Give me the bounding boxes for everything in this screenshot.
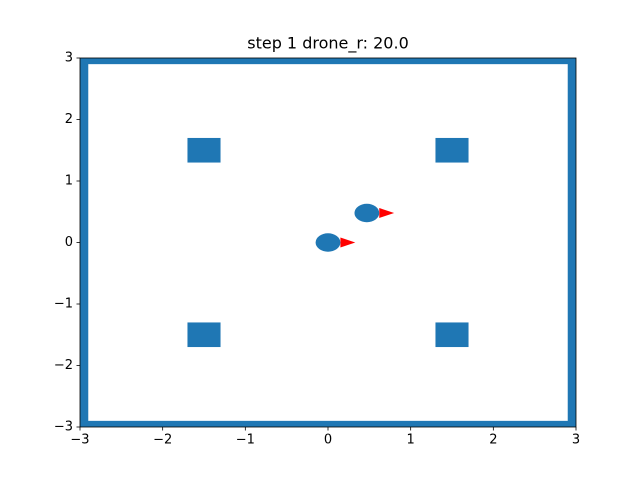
y-tick-label: 1 [65, 174, 73, 189]
obstacle [435, 322, 469, 348]
wall [80, 58, 576, 65]
chart-title: step 1 drone_r: 20.0 [247, 34, 409, 54]
y-tick-label: 2 [65, 112, 73, 127]
obstacle [187, 137, 221, 163]
x-tick-label: 3 [572, 433, 580, 448]
obstacle [187, 322, 221, 348]
wall [80, 420, 576, 427]
drone [354, 203, 380, 223]
x-tick-label: −1 [236, 433, 255, 448]
drone-heading [379, 207, 395, 218]
obstacle [435, 137, 469, 163]
y-tick-label: 3 [65, 51, 73, 66]
x-tick-label: −3 [70, 433, 89, 448]
wall [567, 58, 576, 427]
x-tick-label: 0 [324, 433, 332, 448]
x-tick-label: 1 [407, 433, 415, 448]
x-tick-label: 2 [489, 433, 497, 448]
drone [315, 233, 341, 252]
y-tick-label: −2 [54, 358, 73, 373]
y-tick-label: 0 [65, 235, 73, 250]
x-tick-label: −2 [153, 433, 172, 448]
y-tick-label: −3 [54, 420, 73, 435]
drone-heading [340, 237, 356, 248]
wall [80, 58, 89, 427]
y-tick-label: −1 [54, 297, 73, 312]
